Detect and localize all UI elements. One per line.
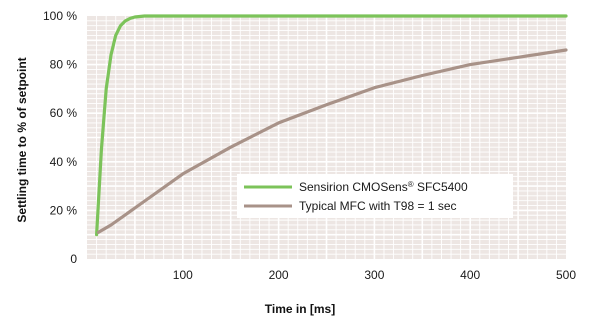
x-tick-labels: 100 200 300 400 500 bbox=[173, 268, 577, 282]
y-tick-label: 60 % bbox=[50, 106, 78, 120]
y-tick-label: 20 % bbox=[50, 203, 78, 217]
y-axis-title: Settling time to % of setpoint bbox=[15, 57, 29, 222]
legend-label: Sensirion CMOSens® SFC5400 bbox=[299, 180, 468, 194]
y-tick-label: 80 % bbox=[50, 58, 78, 72]
x-tick-label: 200 bbox=[269, 268, 289, 282]
y-tick-label: 40 % bbox=[50, 155, 78, 169]
y-tick-labels: 0 20 % 40 % 60 % 80 % 100 % bbox=[43, 9, 77, 266]
legend-box bbox=[237, 174, 513, 218]
series-line-2 bbox=[96, 48, 568, 234]
legend-label: Typical MFC with T98 = 1 sec bbox=[299, 199, 457, 213]
x-tick-label: 300 bbox=[364, 268, 384, 282]
y-tick-label: 100 % bbox=[43, 9, 77, 23]
y-tick-label: 0 bbox=[70, 252, 77, 266]
x-axis-title: Time in [ms] bbox=[265, 302, 335, 316]
series-layer bbox=[95, 14, 568, 237]
x-tick-label: 100 bbox=[173, 268, 193, 282]
series-line-1 bbox=[95, 14, 568, 237]
legend: Sensirion CMOSens® SFC5400 Typical MFC wi… bbox=[237, 174, 513, 218]
x-tick-label: 400 bbox=[460, 268, 480, 282]
x-tick-label: 500 bbox=[556, 268, 576, 282]
